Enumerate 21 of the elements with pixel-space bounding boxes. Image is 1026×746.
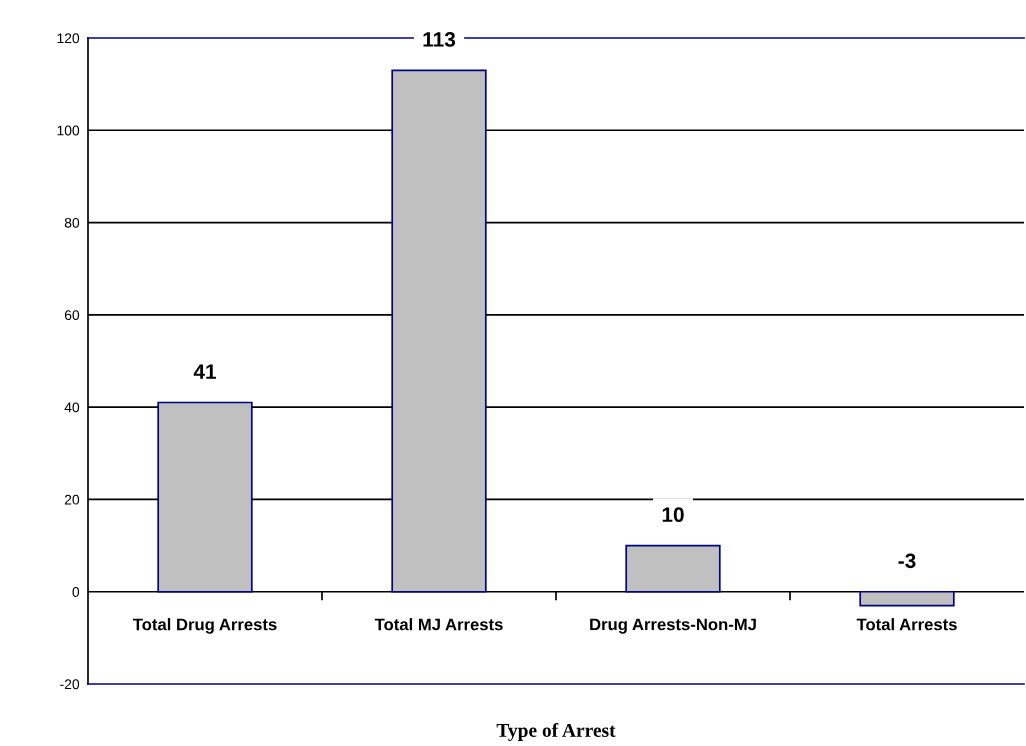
y-tick-label: 100: [57, 125, 80, 136]
data-label: 10: [662, 507, 684, 523]
data-label: 113: [423, 31, 456, 47]
y-tick-label: 80: [64, 217, 80, 228]
bar: [859, 590, 955, 607]
y-tick-label: -20: [60, 679, 80, 690]
x-axis-title: Type of Arrest: [496, 723, 616, 741]
y-tick-label: 40: [64, 402, 80, 413]
y-tick-label: 0: [72, 587, 80, 597]
bar: [391, 69, 487, 593]
x-tick-label: Total Drug Arrests: [132, 618, 277, 634]
x-tick-label: Drug Arrests-Non-MJ: [590, 618, 756, 634]
data-label: -3: [898, 553, 916, 569]
y-tick-label: 60: [64, 310, 80, 321]
x-tick-label: Total Arrests: [856, 618, 957, 631]
y-tick-label: 120: [57, 33, 80, 44]
bar: [625, 544, 721, 593]
y-tick-label: 20: [64, 494, 80, 505]
bar: [157, 401, 253, 593]
data-label: 41: [193, 364, 217, 379]
x-tick-label: Total MJ Arrests: [374, 618, 503, 631]
